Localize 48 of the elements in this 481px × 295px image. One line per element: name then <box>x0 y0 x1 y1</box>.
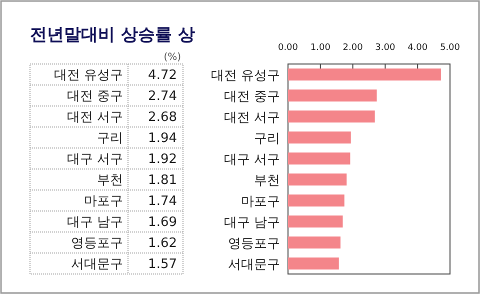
data-label: 2.74 <box>148 89 177 104</box>
y-tick-label: 부천 <box>254 174 280 188</box>
data-label: 1.57 <box>148 257 177 272</box>
data-label: 1.92 <box>148 152 177 167</box>
data-label: 2.68 <box>148 110 177 125</box>
y-tick-label: 영등포구 <box>228 236 280 252</box>
bar <box>288 194 344 206</box>
y-tick-label: 대전 중구 <box>224 90 280 104</box>
x-tick-label: 2.00 <box>342 43 364 53</box>
data-label: 4.72 <box>148 68 177 83</box>
y-tick-label: 구리 <box>254 132 280 146</box>
bar <box>288 68 441 80</box>
x-tick-label: 4.00 <box>408 43 428 53</box>
x-tick-label: 1.00 <box>310 43 331 53</box>
category-label: 대전 서구 <box>66 110 123 125</box>
x-tick-label: 0.00 <box>278 43 298 53</box>
y-tick-label: 대구 서구 <box>224 152 280 168</box>
y-tick-label: 마포구 <box>241 194 280 210</box>
y-tick-label: 대전 유성구 <box>210 68 280 84</box>
y-tick-label: 대구 남구 <box>224 216 280 230</box>
category-label: 대구 서구 <box>66 152 123 167</box>
category-label: 대구 남구 <box>66 215 123 230</box>
category-label: 영등포구 <box>71 236 123 251</box>
y-tick-label: 대전 서구 <box>224 110 280 126</box>
bar <box>288 90 377 102</box>
category-label: 대전 유성구 <box>54 68 123 83</box>
bar <box>288 258 339 270</box>
data-label: 1.81 <box>148 173 177 188</box>
bar <box>288 236 340 248</box>
category-label: 대전 중구 <box>66 89 123 104</box>
category-label: 마포구 <box>84 194 123 209</box>
bar <box>288 152 350 164</box>
bar <box>288 132 351 144</box>
category-label: 구리 <box>97 131 123 146</box>
text: (%) <box>164 52 182 63</box>
data-label: 1.69 <box>148 215 177 230</box>
data-label: 1.94 <box>148 131 177 146</box>
x-tick-label: 5.00 <box>440 43 460 53</box>
bar <box>288 174 347 186</box>
data-label: 1.74 <box>148 194 177 209</box>
category-label: 부천 <box>97 173 123 188</box>
x-tick-label: 3.00 <box>375 43 396 53</box>
y-tick-label: 서대문구 <box>228 258 280 272</box>
data-label: 1.62 <box>148 236 177 251</box>
bar <box>288 216 343 228</box>
category-label: 서대문구 <box>71 257 123 272</box>
bar <box>288 110 375 122</box>
text: 전년말대비 상승률 상 <box>30 25 195 45</box>
